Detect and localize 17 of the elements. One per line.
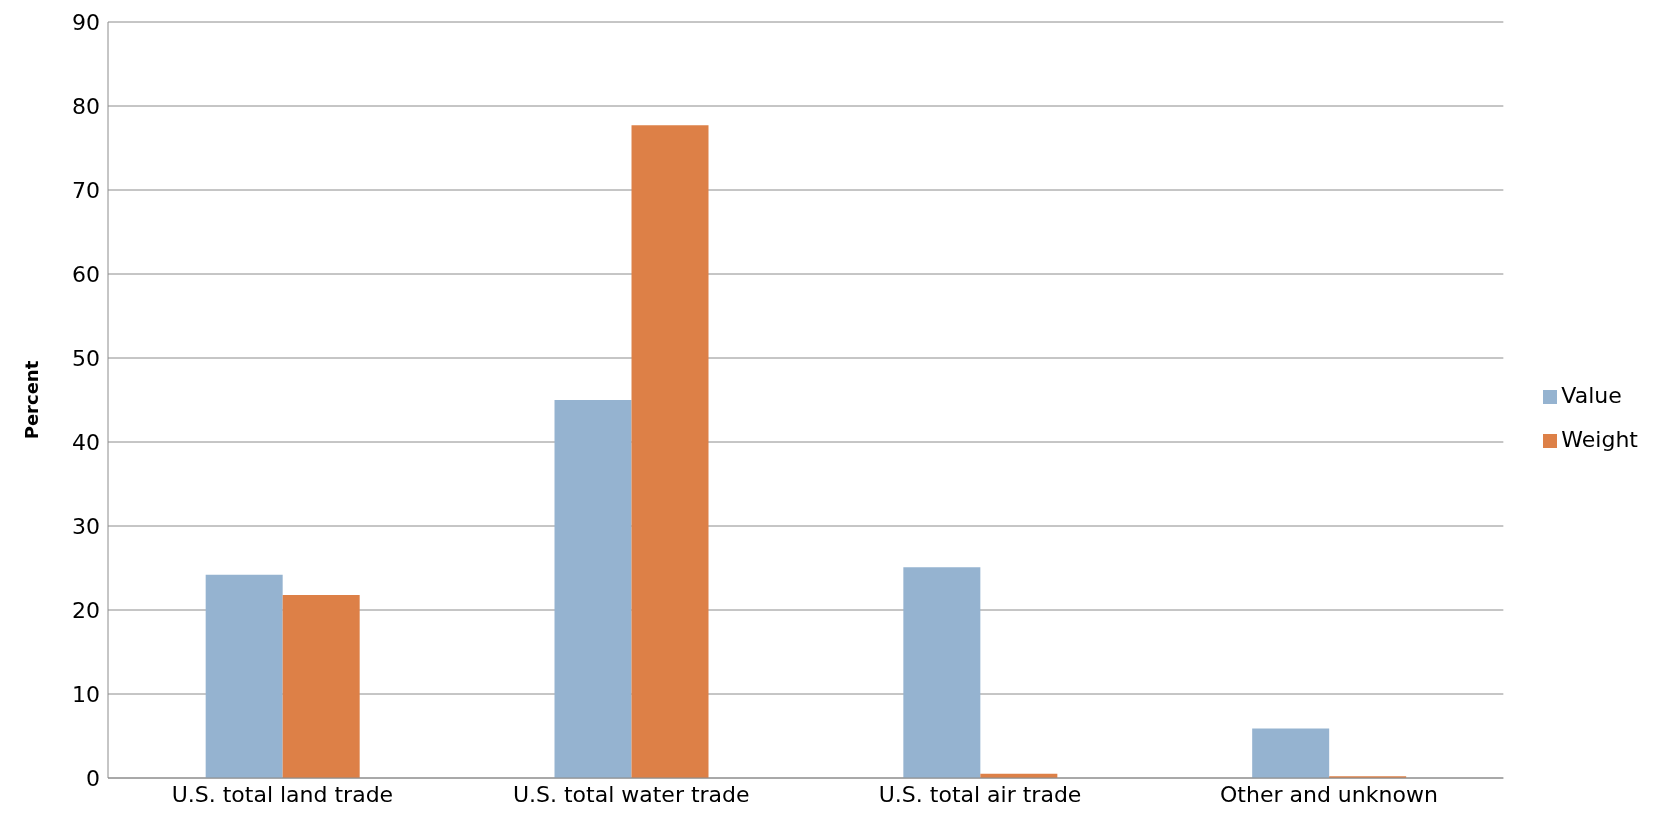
y-tick-label: 90 <box>72 9 100 35</box>
y-tick-label: 60 <box>72 261 100 287</box>
y-tick-label: 20 <box>72 597 100 623</box>
x-tick-label: U.S. total air trade <box>878 781 1082 807</box>
y-axis-title: Percent <box>21 360 43 440</box>
y-tick-label: 0 <box>86 765 100 791</box>
y-tick-label: 50 <box>72 345 100 371</box>
x-tick-label: U.S. total water trade <box>512 781 750 807</box>
y-tick-label: 80 <box>72 93 100 119</box>
legend-label: Weight <box>1561 427 1638 452</box>
y-tick-label: 40 <box>72 429 100 455</box>
x-tick-label: Other and unknown <box>1220 781 1438 807</box>
legend-label: Value <box>1561 383 1622 408</box>
x-tick-label: U.S. total land trade <box>171 781 394 807</box>
y-tick-label: 30 <box>72 513 100 539</box>
y-tick-label: 10 <box>72 681 100 707</box>
y-tick-label: 70 <box>72 177 100 203</box>
